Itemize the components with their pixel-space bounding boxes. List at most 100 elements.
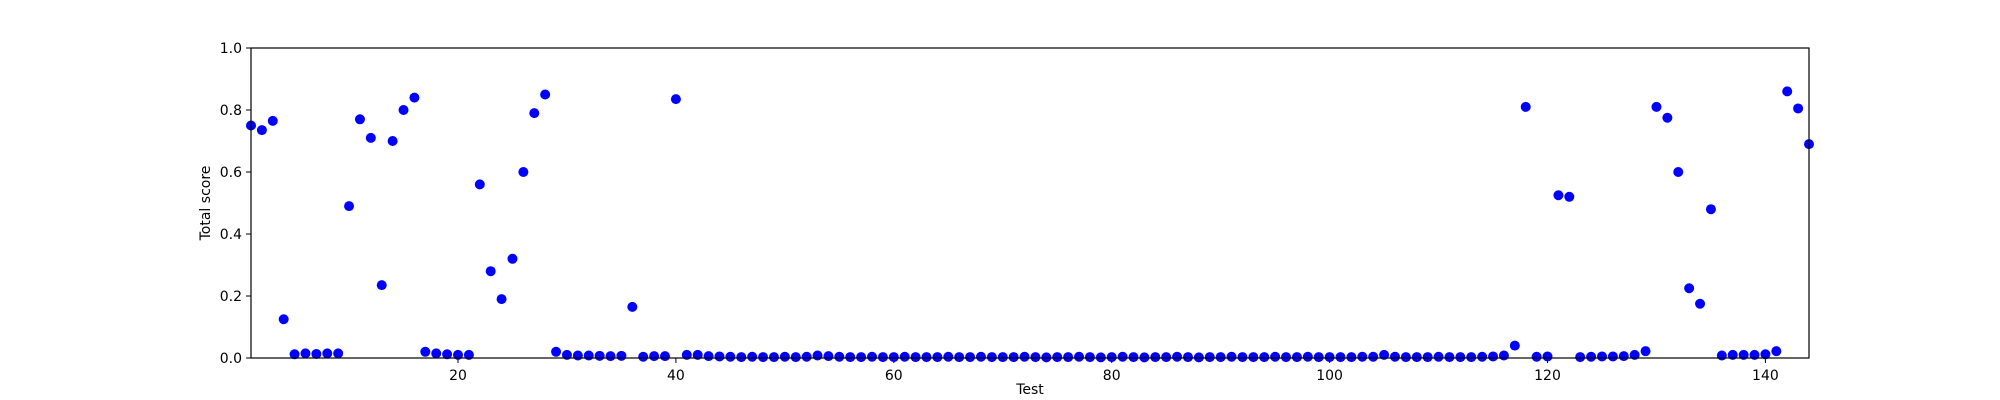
data-point [485,266,496,277]
data-point [1193,352,1204,363]
data-point [442,349,453,360]
data-point [1455,352,1466,363]
data-point [1291,352,1302,363]
data-point [431,348,442,359]
data-point [594,350,605,361]
data-point [1760,349,1771,360]
data-point [616,350,627,361]
data-point [856,352,867,363]
data-point [747,351,758,362]
data-point [1444,352,1455,363]
data-point [1215,352,1226,363]
y-tick-label: 0.0 [220,351,242,367]
data-point [954,352,965,363]
data-point [1662,112,1673,123]
data-point [1357,351,1368,362]
data-point [725,351,736,362]
data-point [1150,352,1161,363]
data-point [1052,352,1063,363]
data-point [638,351,649,362]
data-point [1542,351,1553,362]
data-point [1248,352,1259,363]
data-point [387,136,398,146]
data-point [551,346,562,357]
data-point [779,351,790,362]
data-point [572,350,583,361]
y-tick-label: 0.6 [220,165,242,181]
data-point [736,352,747,363]
data-point [420,346,431,357]
data-point [256,125,267,136]
data-point [1716,350,1727,361]
data-point [1793,103,1804,114]
data-point [1161,352,1172,363]
data-point [1640,346,1651,357]
data-point [812,350,823,361]
data-point [1335,352,1346,363]
data-point [540,89,551,100]
y-tick-label: 0.8 [220,103,242,119]
data-point [311,348,322,359]
data-point [605,351,616,362]
data-point [1695,298,1706,309]
x-tick-label: 100 [1316,368,1343,384]
data-point [932,352,943,363]
data-point [1673,167,1684,177]
data-point [409,92,420,103]
data-point [768,352,779,363]
data-point [1575,352,1586,363]
data-point [1172,351,1183,362]
data-point [1095,352,1106,363]
data-point [1139,352,1150,363]
data-point [376,280,387,291]
data-point [1433,351,1444,362]
x-tick-label: 140 [1752,368,1779,384]
data-point [627,301,638,312]
data-point [823,351,834,362]
data-point [1509,340,1520,351]
data-point [845,352,856,363]
data-point [398,105,409,115]
plot-frame [250,47,1810,359]
data-point [1368,351,1379,362]
data-point [507,253,518,264]
data-point [1084,352,1095,363]
data-point [1705,204,1716,215]
data-point [1074,351,1085,362]
data-point [496,294,507,305]
x-tick-label: 60 [885,368,903,384]
data-point [921,352,932,363]
data-point [1041,352,1052,363]
data-point [1607,351,1618,362]
data-point [1411,352,1422,363]
y-tick-label: 0.4 [220,227,242,243]
data-point [1596,351,1607,362]
data-point [1237,352,1248,363]
points-layer [246,86,1814,363]
data-point [529,108,540,119]
data-point [1259,352,1270,363]
y-tick-label: 0.2 [220,289,242,305]
data-point [289,349,300,360]
axes-layer: 20 40 60 80 100 120 140 0.0 0.2 0.4 0.6 0.8 1.0 [220,41,1779,384]
data-point [1008,352,1019,363]
data-point [1651,101,1662,112]
data-point [910,352,921,363]
data-point [997,352,1008,363]
data-point [365,132,376,143]
data-point [965,352,976,363]
data-point [758,352,769,363]
data-point [1346,352,1357,363]
x-tick-label: 20 [449,368,467,384]
data-point [801,351,812,362]
data-point [790,352,801,363]
data-point [1270,351,1281,362]
data-point [1618,351,1629,362]
data-point [1488,351,1499,362]
data-point [1226,351,1237,362]
data-point [1520,101,1531,112]
data-point [1019,351,1030,362]
data-point [1782,86,1793,97]
data-point [888,352,899,363]
